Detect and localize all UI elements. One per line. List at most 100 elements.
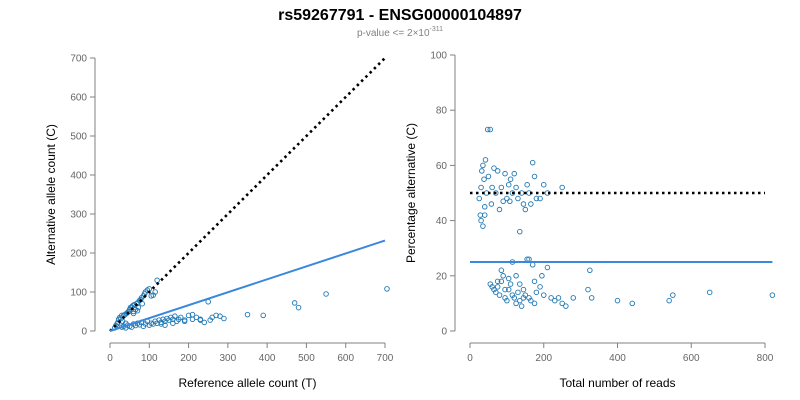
right-data-point	[511, 295, 518, 301]
left-y-tick-label: 300	[70, 210, 87, 221]
pvalue-prefix: p-value <= 2	[357, 28, 413, 39]
right-data-point	[511, 170, 518, 177]
left-y-tick-label: 100	[70, 288, 87, 299]
right-data-point	[484, 126, 491, 133]
right-data-point	[528, 297, 534, 304]
right-data-point	[548, 295, 554, 301]
chart-subtitle: p-value <= 2×10-311	[357, 26, 443, 39]
left-fit-line	[109, 239, 386, 332]
right-data-point	[509, 190, 516, 196]
right-y-axis-label: Percentage alternative (C)	[404, 123, 418, 263]
right-data-point	[493, 190, 499, 196]
right-data-point	[502, 286, 508, 293]
right-data-point	[498, 184, 505, 191]
right-data-point	[520, 201, 527, 207]
right-data-point	[507, 176, 514, 182]
right-data-point	[478, 184, 484, 191]
right-data-point	[498, 267, 505, 274]
right-data-point	[494, 278, 501, 285]
right-data-point	[487, 126, 494, 133]
left-data-point	[260, 312, 266, 319]
pvalue-base: 10	[418, 28, 430, 39]
right-data-point	[524, 181, 530, 188]
left-x-tick-label: 400	[259, 353, 276, 364]
right-data-point	[491, 165, 497, 171]
right-data-point	[507, 281, 514, 287]
left-data-point	[170, 320, 176, 326]
right-data-point	[531, 173, 538, 180]
pvalue-times: ×	[413, 28, 419, 39]
right-data-point	[520, 295, 527, 301]
right-panel-percentage-alternative: 0 20 40 60 80 100 0 200 400 600 800 Total number of…	[404, 51, 776, 390]
left-data-point	[189, 311, 196, 318]
right-data-point	[531, 278, 538, 285]
left-data-point	[135, 304, 142, 311]
right-data-point	[522, 206, 529, 213]
right-data-point	[706, 289, 713, 296]
right-data-point	[563, 303, 569, 309]
right-data-point	[552, 297, 558, 304]
right-data-point	[498, 278, 505, 285]
right-data-point	[520, 286, 527, 293]
right-data-point	[518, 303, 525, 309]
right-data-point	[489, 184, 495, 191]
right-data-point	[533, 289, 540, 296]
left-data-point	[217, 313, 223, 319]
right-x-tick-label: 600	[683, 353, 700, 364]
right-data-point	[537, 284, 543, 290]
right-data-point	[488, 201, 495, 207]
right-data-point	[515, 289, 521, 296]
right-data-point	[505, 286, 512, 293]
right-x-tick-label: 400	[609, 353, 626, 364]
left-x-axis-label: Reference allele count (T)	[178, 376, 316, 390]
right-x-tick-label: 800	[757, 353, 774, 364]
right-data-point	[529, 262, 536, 268]
right-data-point	[478, 217, 484, 224]
left-data-point	[181, 318, 188, 325]
right-y-tick-label: 0	[441, 327, 447, 338]
left-panel-allele-counts: 0 100 200 300 400 500 600 700 0 100 200 300 400 500 60…	[44, 54, 394, 391]
right-data-point	[614, 297, 621, 304]
chart-title: rs59267791 - ENSG00000104897	[278, 7, 522, 24]
left-data-point	[201, 319, 208, 326]
right-data-point	[517, 281, 523, 287]
right-data-point	[515, 195, 521, 202]
right-data-point	[531, 300, 538, 307]
left-data-point	[152, 289, 158, 295]
right-data-point	[481, 176, 487, 182]
left-x-tick-label: 0	[107, 353, 113, 364]
right-data-point	[517, 228, 523, 235]
left-x-tick-label: 700	[377, 353, 394, 364]
right-data-point	[588, 295, 595, 301]
right-data-point	[500, 273, 506, 279]
left-x-tick-label: 600	[337, 353, 354, 364]
right-data-point	[505, 181, 512, 188]
right-data-point	[482, 157, 489, 163]
left-data-point	[384, 286, 390, 292]
right-data-point	[505, 275, 512, 282]
left-data-point	[162, 322, 168, 328]
right-data-point	[477, 212, 484, 218]
right-data-point	[480, 223, 486, 229]
right-data-point	[541, 181, 547, 188]
right-data-point	[476, 195, 482, 202]
left-y-tick-label: 500	[70, 132, 87, 143]
left-x-tick-label: 200	[180, 353, 197, 364]
right-data-point	[496, 292, 503, 298]
left-data-point	[172, 313, 178, 319]
right-data-point	[504, 297, 510, 304]
left-y-tick-label: 200	[70, 249, 87, 260]
right-data-point	[504, 195, 510, 202]
right-data-point	[494, 284, 501, 290]
right-y-tick-label: 80	[436, 106, 448, 117]
left-data-point	[130, 310, 137, 317]
right-data-point	[500, 198, 506, 205]
right-x-tick-label: 200	[535, 353, 552, 364]
left-data-point	[185, 312, 192, 319]
right-data-point	[517, 297, 523, 304]
right-data-point	[482, 204, 488, 210]
left-y-tick-label: 0	[81, 327, 87, 338]
left-data-point	[177, 314, 184, 321]
right-data-point	[541, 292, 547, 298]
